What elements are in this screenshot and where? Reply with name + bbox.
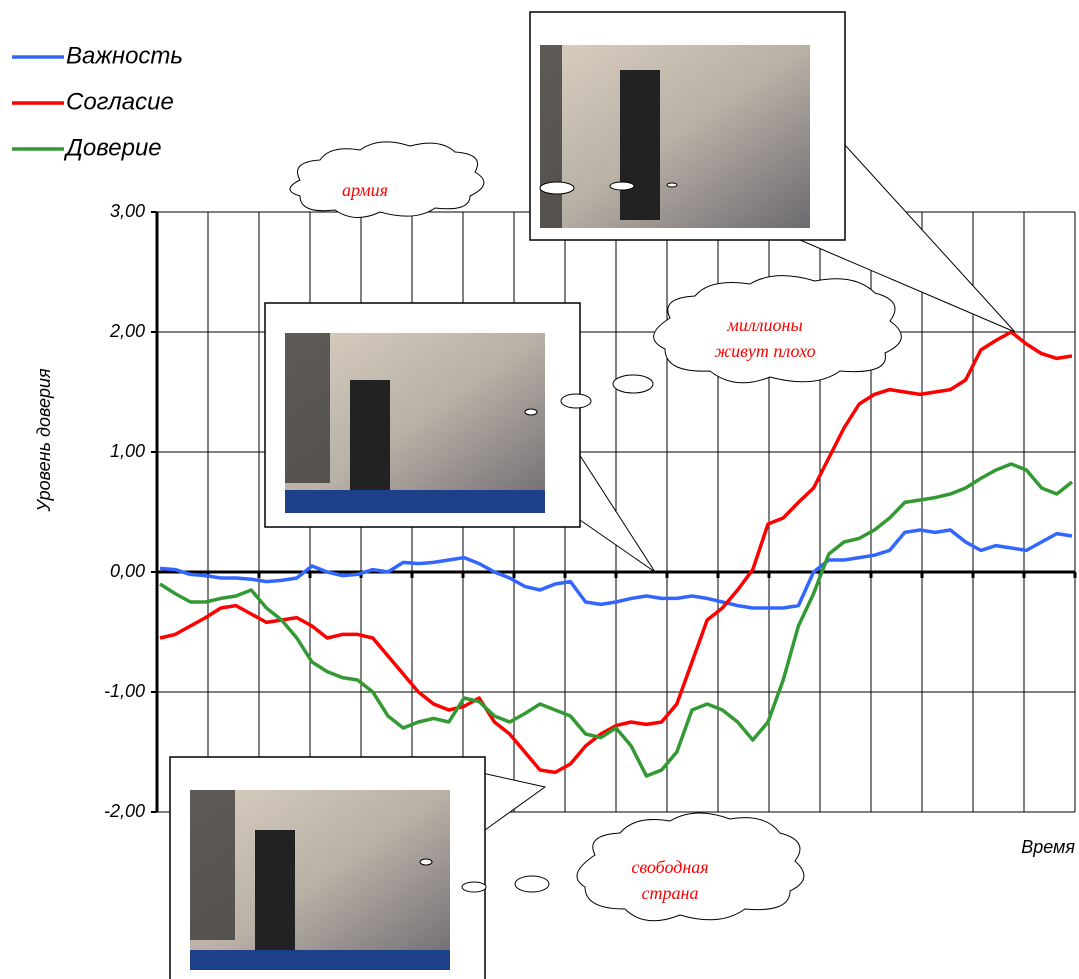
cloud (576, 812, 805, 922)
y-tick-label: -1,00 (104, 681, 145, 701)
legend-label: Согласие (66, 88, 174, 115)
annotation: армия (342, 180, 388, 200)
legend-label: Важность (66, 42, 183, 69)
series-line (159, 528, 1073, 610)
annotation: миллионы живут плохо (714, 315, 816, 361)
callout-top (529, 11, 1016, 333)
y-axis-label: Уровень доверия (34, 368, 54, 513)
legend-label: Доверие (63, 134, 162, 161)
y-tick-label: -2,00 (104, 801, 145, 821)
cloud (653, 275, 902, 384)
y-tick-label: 3,00 (110, 201, 145, 221)
series-line (159, 330, 1073, 775)
y-tick-label: 1,00 (110, 441, 145, 461)
callout-middle (264, 302, 656, 573)
x-axis-label: Время (1021, 837, 1075, 857)
y-tick-label: 0,00 (110, 561, 145, 581)
callout-bottom (169, 756, 550, 979)
annotation: свободная страна (631, 857, 709, 903)
cloud (289, 141, 485, 218)
series-line (159, 462, 1074, 778)
y-tick-label: 2,00 (109, 321, 145, 341)
